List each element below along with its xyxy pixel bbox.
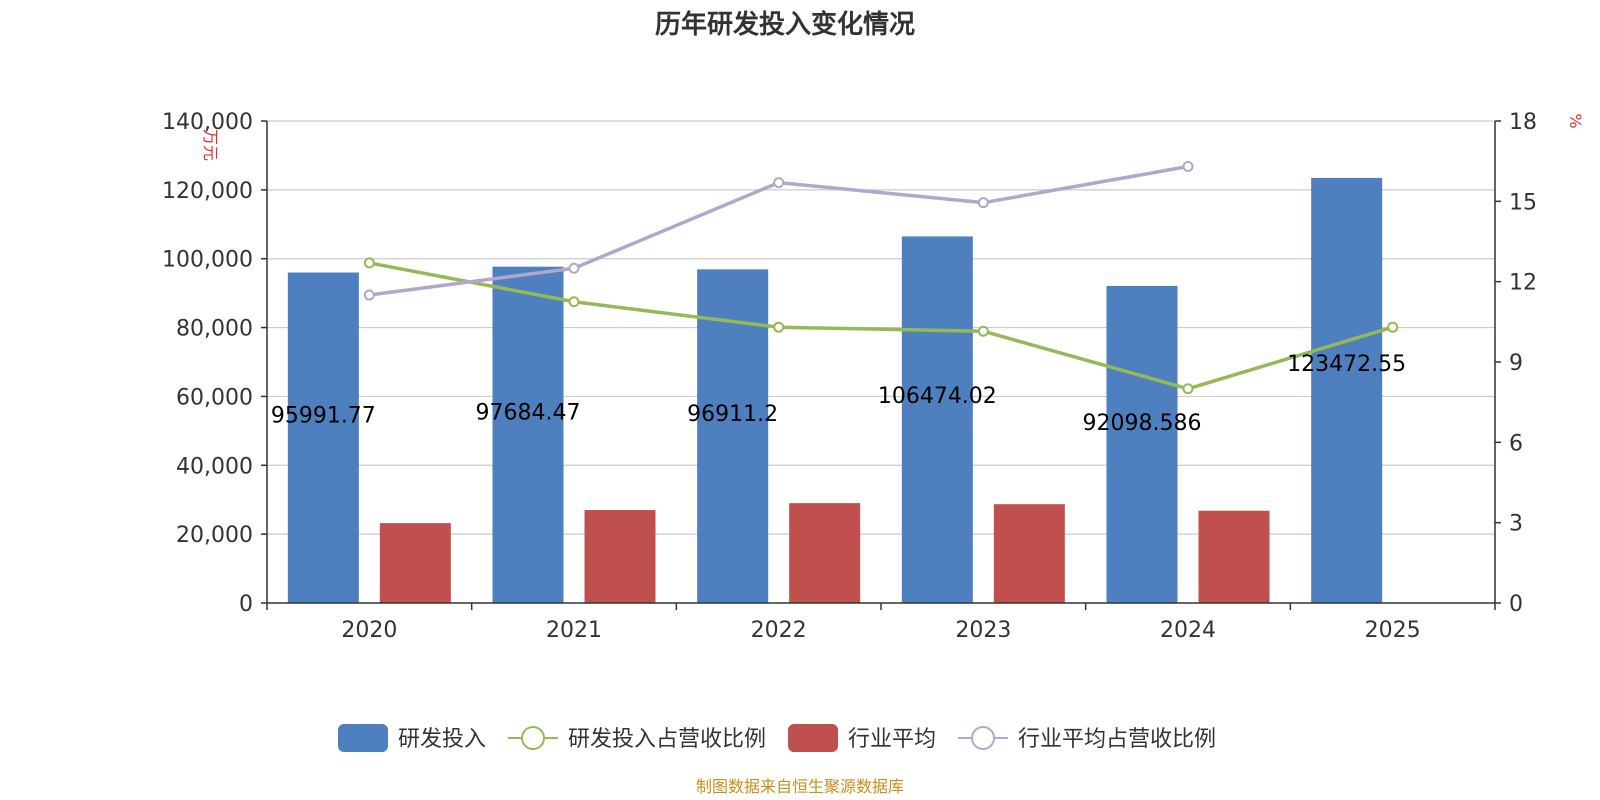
legend-marker-industry-ratio <box>971 726 996 750</box>
grid-lines <box>267 120 1495 535</box>
rd-investment-bar <box>1106 285 1178 603</box>
industry-average-bar <box>789 503 861 603</box>
rd-investment-bar <box>901 236 973 603</box>
legend-label: 研发投入 <box>398 727 486 752</box>
industry-ratio-point <box>977 197 989 209</box>
legend: 研发投入 研发投入占营收比例 行业平均 行业平均占营收比例 <box>338 724 1216 752</box>
y-left-tick-label: 100,000 <box>162 248 253 273</box>
y-right-tick-label: 3 <box>1509 512 1523 537</box>
industry-ratio-point <box>1182 161 1194 173</box>
rd-ratio-point <box>1182 383 1194 395</box>
rd-investment-data-label: 92098.586 <box>1083 411 1202 436</box>
x-tick-label: 2022 <box>751 618 807 643</box>
source-note: 制图数据来自恒生聚源数据库 <box>696 777 904 796</box>
y-right-tick-label: 18 <box>1509 110 1537 135</box>
y-left-tick-label: 140,000 <box>162 110 253 135</box>
y-right-tick-label: 9 <box>1509 351 1523 376</box>
rd-ratio-point <box>363 257 375 269</box>
y-left-tick-label: 120,000 <box>162 179 253 204</box>
industry-average-bar <box>993 504 1065 603</box>
y-right-tick-label: 12 <box>1509 271 1537 296</box>
rd-ratio-point <box>1387 321 1399 333</box>
chart-title: 历年研发投入变化情况 <box>655 9 915 40</box>
data-labels: 95991.77 97684.47 96911.2 106474.02 92098.58… <box>271 352 1406 436</box>
industry-average-bar <box>584 510 656 603</box>
rd-investment-data-label: 106474.02 <box>878 384 997 409</box>
rd-ratio-point <box>568 296 580 308</box>
x-tick-label: 2020 <box>341 618 397 643</box>
axes: 0 20,000 40,000 60,000 80,000 100,000 120,000 1… <box>162 110 1537 643</box>
y-left-tick-label: 40,000 <box>176 454 253 479</box>
legend-label: 研发投入占营收比例 <box>568 727 766 752</box>
industry-average-bar <box>1198 510 1270 603</box>
x-tick-label: 2021 <box>546 618 602 643</box>
rd-investment-data-label: 97684.47 <box>476 400 581 425</box>
rd-investment-bar <box>492 266 564 603</box>
rd-investment-data-label: 95991.77 <box>271 404 376 429</box>
x-tick-label: 2025 <box>1365 618 1421 643</box>
legend-label: 行业平均占营收比例 <box>1018 727 1216 752</box>
rd-investment-data-label: 123472.55 <box>1287 352 1406 377</box>
lines <box>363 161 1399 395</box>
y-right-tick-label: 0 <box>1509 592 1523 617</box>
legend-swatch-rd-investment <box>338 724 388 752</box>
industry-ratio-point <box>773 177 785 189</box>
y-left-tick-label: 0 <box>239 592 253 617</box>
rd-investment-data-label: 96911.2 <box>687 402 778 427</box>
y-left-tick-label: 60,000 <box>176 385 253 410</box>
x-tick-label: 2023 <box>955 618 1011 643</box>
y-right-tick-label: 15 <box>1509 190 1537 215</box>
rd-ratio-line <box>369 261 1394 391</box>
legend-marker-rd-ratio <box>521 726 546 750</box>
y-left-unit-label: 万元 <box>201 129 220 161</box>
industry-ratio-point <box>363 289 375 301</box>
y-right-unit-label: % <box>1566 113 1585 128</box>
y-right-tick-label: 6 <box>1509 431 1523 456</box>
y-left-tick-label: 80,000 <box>176 317 253 342</box>
industry-ratio-point <box>568 262 580 274</box>
rd-investment-bar <box>287 272 359 603</box>
industry-average-bar <box>379 523 451 603</box>
bars <box>287 177 1383 603</box>
x-tick-label: 2024 <box>1160 618 1216 643</box>
legend-swatch-industry-average <box>788 724 839 752</box>
y-left-tick-label: 20,000 <box>176 523 253 548</box>
legend-label: 行业平均 <box>848 727 936 752</box>
rd-ratio-point <box>977 325 989 337</box>
rd-investment-bar <box>1311 177 1383 603</box>
rd-ratio-point <box>773 321 785 333</box>
